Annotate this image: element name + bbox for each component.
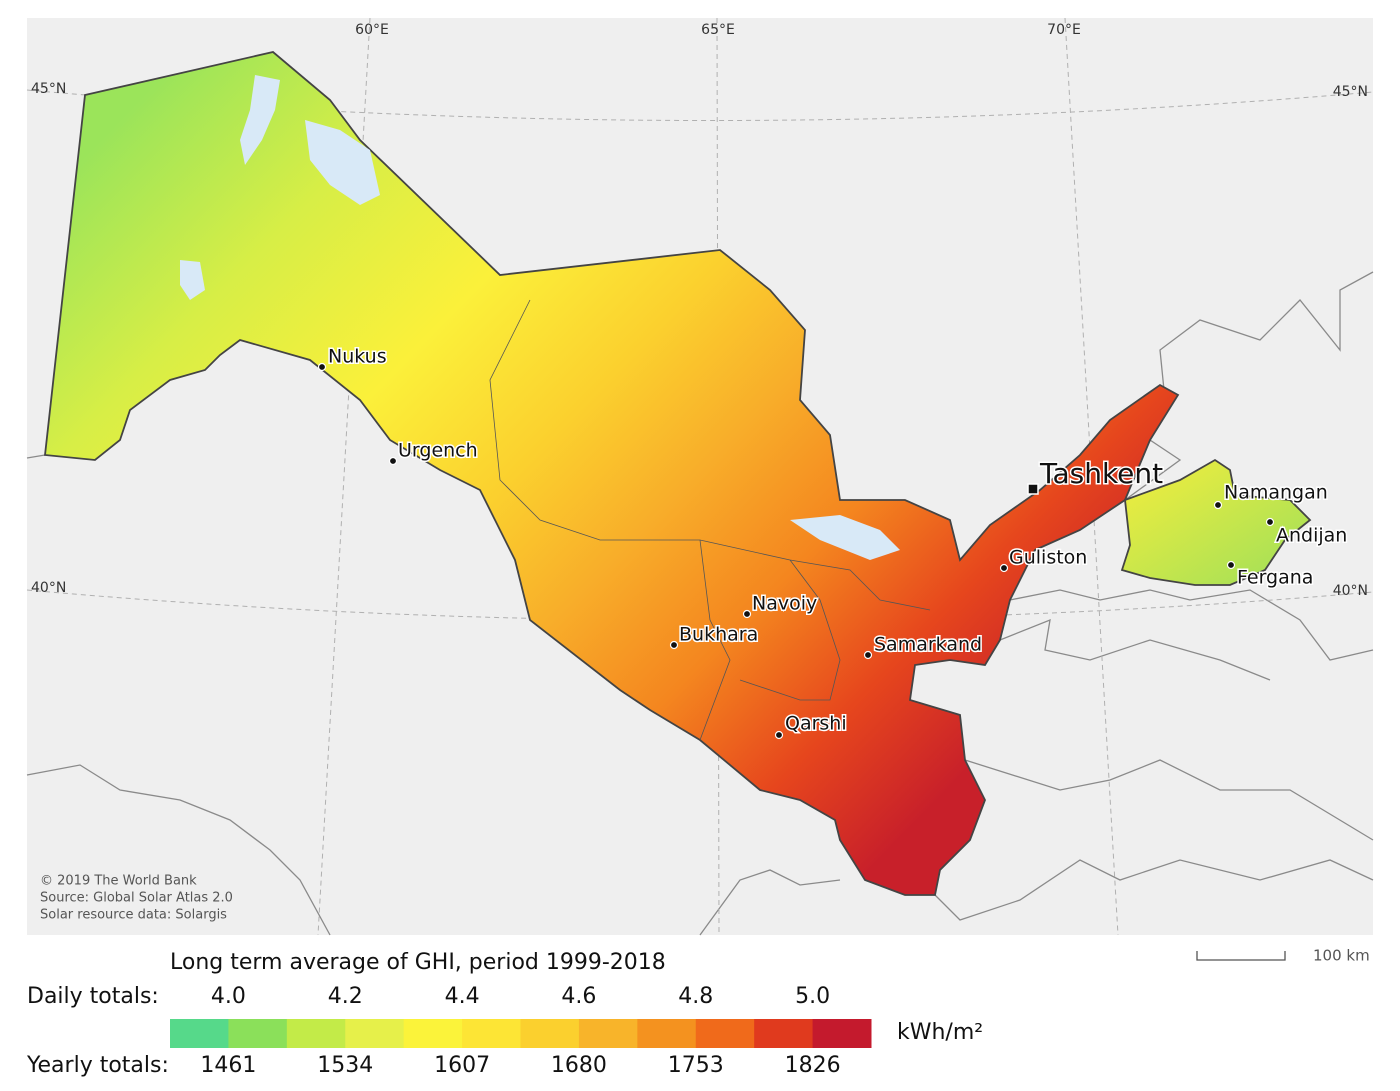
yearly-tick-label: 1607 bbox=[434, 1053, 490, 1078]
yearly-label: Yearly totals: bbox=[26, 1053, 169, 1078]
neighbour-borders bbox=[26, 271, 1374, 936]
city-marker bbox=[388, 456, 398, 466]
city-marker bbox=[863, 650, 873, 660]
city-label: Urgench bbox=[398, 440, 478, 462]
city-marker bbox=[669, 640, 679, 650]
lat-label: 45°N bbox=[1333, 84, 1368, 100]
city-label: Navoiy bbox=[752, 593, 817, 615]
credit: Source: Global Solar Atlas 2.0 bbox=[40, 891, 233, 906]
legend-title: Long term average of GHI, period 1999-20… bbox=[170, 950, 666, 975]
city-marker bbox=[1265, 517, 1275, 527]
lat-label: 45°N bbox=[31, 81, 66, 97]
city-label: Nukus bbox=[328, 346, 387, 368]
city-label: Qarshi bbox=[785, 713, 847, 735]
city-label: Andijan bbox=[1276, 525, 1347, 547]
daily-tick-label: 4.2 bbox=[328, 984, 363, 1009]
yearly-tick-label: 1534 bbox=[317, 1053, 373, 1078]
daily-tick-label: 4.8 bbox=[678, 984, 713, 1009]
graticule-labels: 60°E 65°E 70°E 45°N 45°N 40°N 40°N bbox=[31, 22, 1368, 599]
legend-swatch bbox=[812, 1019, 872, 1048]
legend-swatch bbox=[170, 1019, 229, 1048]
legend-swatch bbox=[520, 1019, 580, 1048]
yearly-tick-label: 1826 bbox=[785, 1053, 841, 1078]
legend-swatch bbox=[754, 1019, 814, 1048]
daily-tick-label: 4.0 bbox=[211, 984, 246, 1009]
city-label: Namangan bbox=[1224, 482, 1328, 504]
city-marker bbox=[742, 609, 752, 619]
legend-unit: kWh/m² bbox=[897, 1020, 983, 1045]
city-marker bbox=[1226, 560, 1236, 570]
city-marker bbox=[774, 730, 784, 740]
admin-borders bbox=[489, 299, 931, 741]
lat-label: 40°N bbox=[1333, 583, 1368, 599]
yearly-tick-label: 1461 bbox=[200, 1053, 256, 1078]
lakes bbox=[180, 75, 900, 560]
scale-bar bbox=[1196, 951, 1286, 961]
daily-tick-label: 4.6 bbox=[561, 984, 596, 1009]
capital-marker bbox=[1027, 483, 1039, 495]
legend-swatch bbox=[345, 1019, 405, 1048]
city-label: Fergana bbox=[1237, 567, 1313, 589]
daily-tick-label: 5.0 bbox=[795, 984, 830, 1009]
capital-label: Tashkent bbox=[1039, 457, 1163, 490]
lon-label: 65°E bbox=[701, 22, 735, 38]
country-shape bbox=[44, 51, 1180, 896]
city-label: Samarkand bbox=[874, 634, 982, 656]
credit: © 2019 The World Bank bbox=[40, 874, 197, 889]
legend-swatch bbox=[228, 1019, 288, 1048]
lon-label: 60°E bbox=[355, 22, 389, 38]
yearly-tick-label: 1680 bbox=[551, 1053, 607, 1078]
legend-swatch bbox=[578, 1019, 638, 1048]
lon-label: 70°E bbox=[1047, 22, 1081, 38]
scale-bar-label: 100 km bbox=[1313, 947, 1370, 965]
cities: Nukus Urgench Bukhara Navoiy Samarkand Qarshi… bbox=[317, 344, 1349, 740]
credit: Solar resource data: Solargis bbox=[40, 908, 227, 923]
daily-label: Daily totals: bbox=[27, 984, 159, 1009]
city-marker bbox=[999, 563, 1009, 573]
legend-swatch bbox=[462, 1019, 521, 1048]
fergana-valley bbox=[1120, 458, 1312, 586]
legend-swatch bbox=[695, 1019, 755, 1048]
legend-swatch bbox=[403, 1019, 463, 1048]
city-marker bbox=[317, 362, 327, 372]
legend-swatch bbox=[286, 1019, 346, 1048]
lat-label: 40°N bbox=[31, 580, 66, 596]
daily-tick-label: 4.4 bbox=[445, 984, 480, 1009]
city-label: Guliston bbox=[1009, 547, 1087, 569]
yearly-tick-label: 1753 bbox=[668, 1053, 724, 1078]
city-marker bbox=[1213, 500, 1223, 510]
legend: 4.0 4.2 4.4 4.6 4.8 5.0 1461 1534 1607 1680 1753 18… bbox=[170, 984, 872, 1078]
legend-swatch bbox=[637, 1019, 697, 1048]
city-label: Bukhara bbox=[679, 624, 758, 646]
